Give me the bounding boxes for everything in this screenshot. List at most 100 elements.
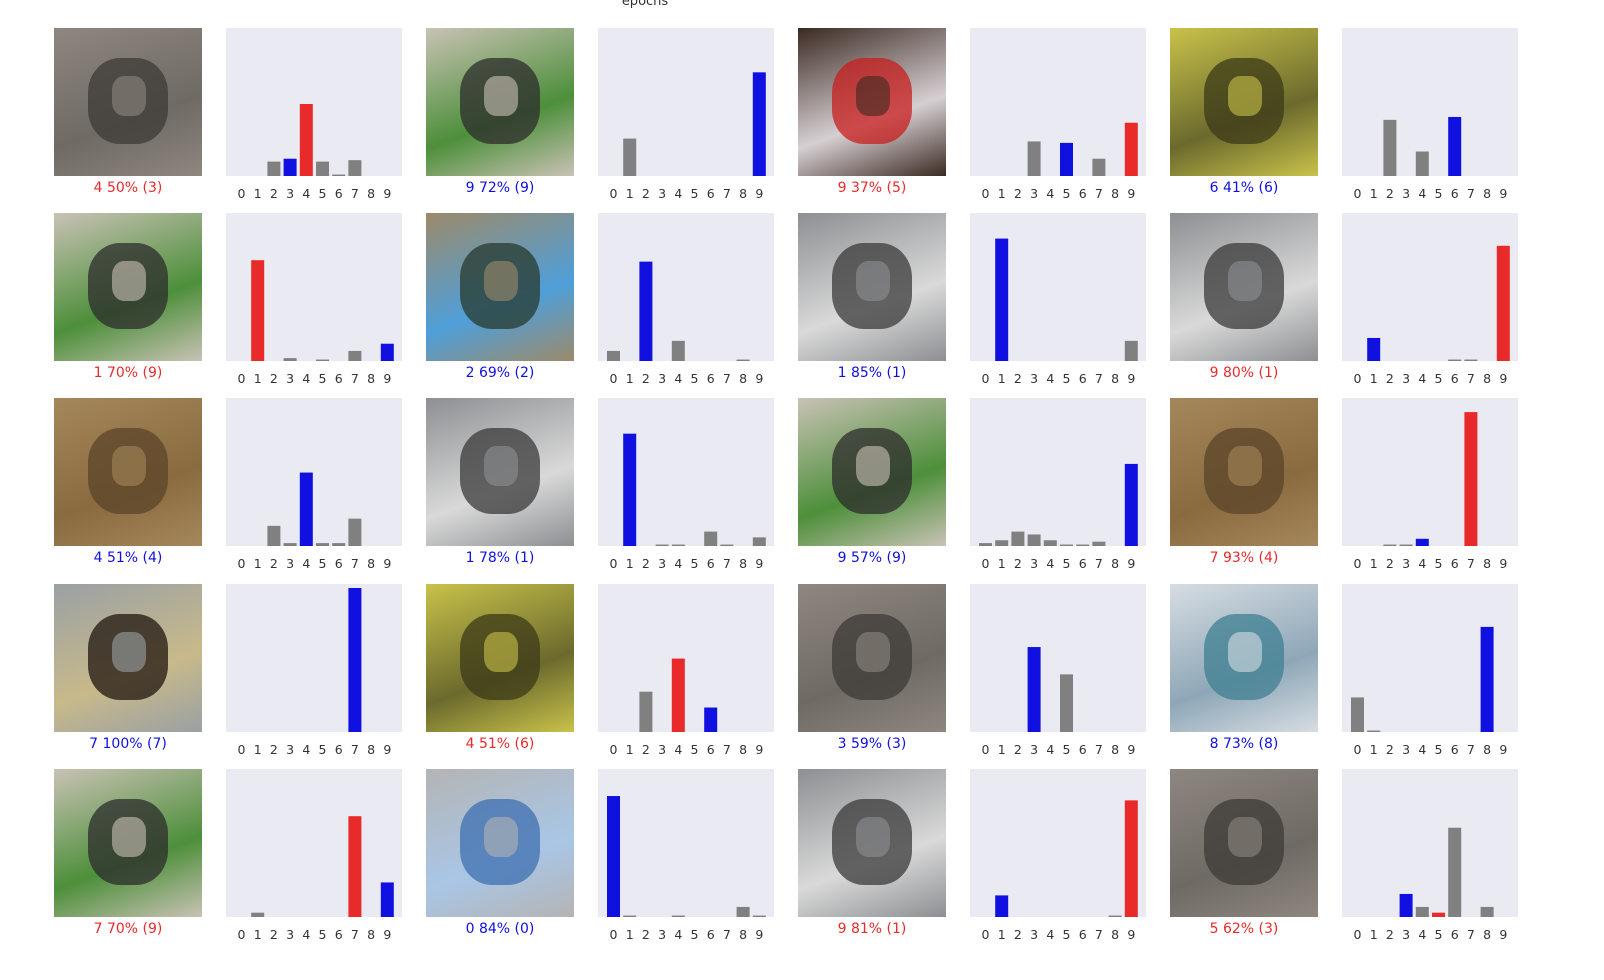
x-tick-label: 6 [334,371,343,386]
x-tick-label: 7 [722,927,731,942]
bar-class-5 [1060,674,1073,732]
x-tick-label: 1 [253,927,262,942]
bar-class-6 [1448,827,1462,917]
x-tick-label: 3 [1030,927,1039,942]
prediction-caption: 7 93% (4) [1209,550,1279,566]
bar-class-5 [316,161,329,176]
bar-class-7 [348,350,362,361]
probability-bar-chart [598,398,774,546]
x-tick-label: 4 [1046,927,1055,942]
x-tick-label: 3 [1402,927,1411,942]
x-tick-label: 6 [1450,556,1459,571]
x-tick-label: 9 [755,371,764,386]
x-tick-label: 4 [1046,371,1055,386]
x-tick-label: 0 [609,742,618,757]
x-tick-label: 6 [1078,556,1087,571]
x-tick-label: 2 [641,186,650,201]
x-tick-label: 0 [1353,556,1362,571]
x-tick-label: 4 [674,742,683,757]
x-tick-label: 2 [1013,186,1022,201]
prediction-caption: 2 69% (2) [465,365,535,381]
probability-bar-chart [226,584,402,732]
x-tick-label: 9 [383,927,392,942]
probability-bar-chart [226,769,402,917]
x-tick-label: 0 [981,742,990,757]
x-tick-label: 9 [1499,927,1508,942]
x-tick-label: 5 [1062,556,1071,571]
x-tick-label: 4 [1046,556,1055,571]
bar-chart-svg [607,796,766,917]
x-tick-label: 2 [1385,186,1394,201]
bar-class-9 [752,72,766,176]
x-tick-label: 6 [706,556,715,571]
probability-bar-chart [598,213,774,361]
x-tick-label: 3 [1030,742,1039,757]
x-tick-label: 1 [625,556,634,571]
prediction-caption: 1 78% (1) [465,550,535,566]
bar-class-7 [720,544,734,546]
x-tick-label: 0 [237,927,246,942]
x-tick-label: 5 [318,186,327,201]
bar-chart-svg [1383,116,1462,176]
bar-class-4 [671,544,685,546]
x-tick-label: 6 [1078,927,1087,942]
x-tick-label: 7 [722,186,731,201]
x-tick-label: 4 [674,186,683,201]
x-tick-label: 1 [997,186,1006,201]
x-tick-label: 1 [625,186,634,201]
bar-class-4 [1043,540,1057,546]
x-tick-label: 5 [1434,371,1443,386]
bar-chart-svg [267,104,362,176]
deer-photo [54,398,202,546]
x-tick-label: 1 [253,742,262,757]
prediction-caption: 1 85% (1) [837,365,907,381]
airplane-photo [426,769,574,917]
x-tick-label: 7 [1094,371,1103,386]
bar-class-2 [1383,119,1397,176]
x-tick-label: 3 [658,371,667,386]
x-tick-label: 3 [286,371,295,386]
x-tick-label: 2 [1385,556,1394,571]
prediction-caption: 7 100% (7) [89,736,167,752]
x-tick-label: 4 [1046,186,1055,201]
x-tick-label: 2 [269,927,278,942]
x-tick-label: 5 [690,742,699,757]
x-tick-label: 0 [981,186,990,201]
probability-bar-chart [970,398,1146,546]
x-tick-label: 1 [1369,927,1378,942]
x-tick-label: 9 [755,556,764,571]
bar-class-3 [1399,893,1413,917]
bar-chart-svg [1351,626,1494,732]
bar-chart-svg [348,588,362,732]
bar-class-7 [1092,158,1106,176]
bar-chart-svg [623,433,766,546]
bar-chart-svg [1027,647,1073,732]
x-tick-label: 1 [253,371,262,386]
bar-class-9 [1124,122,1138,176]
bar-class-3 [283,358,297,361]
bar-class-7 [1464,412,1478,546]
x-tick-label: 8 [1483,371,1492,386]
bar-class-1 [251,260,265,361]
x-tick-label: 2 [269,371,278,386]
x-tick-label: 9 [383,371,392,386]
x-tick-label: 4 [1418,927,1427,942]
bar-class-9 [1496,245,1510,361]
prediction-caption: 9 81% (1) [837,921,907,937]
x-tick-label: 1 [625,927,634,942]
x-tick-label: 0 [237,186,246,201]
x-tick-label: 9 [383,186,392,201]
prediction-caption: 1 70% (9) [93,365,163,381]
bar-class-6 [704,531,718,546]
x-tick-label: 3 [1402,742,1411,757]
x-tick-label: 4 [1046,742,1055,757]
x-tick-label: 8 [739,186,748,201]
